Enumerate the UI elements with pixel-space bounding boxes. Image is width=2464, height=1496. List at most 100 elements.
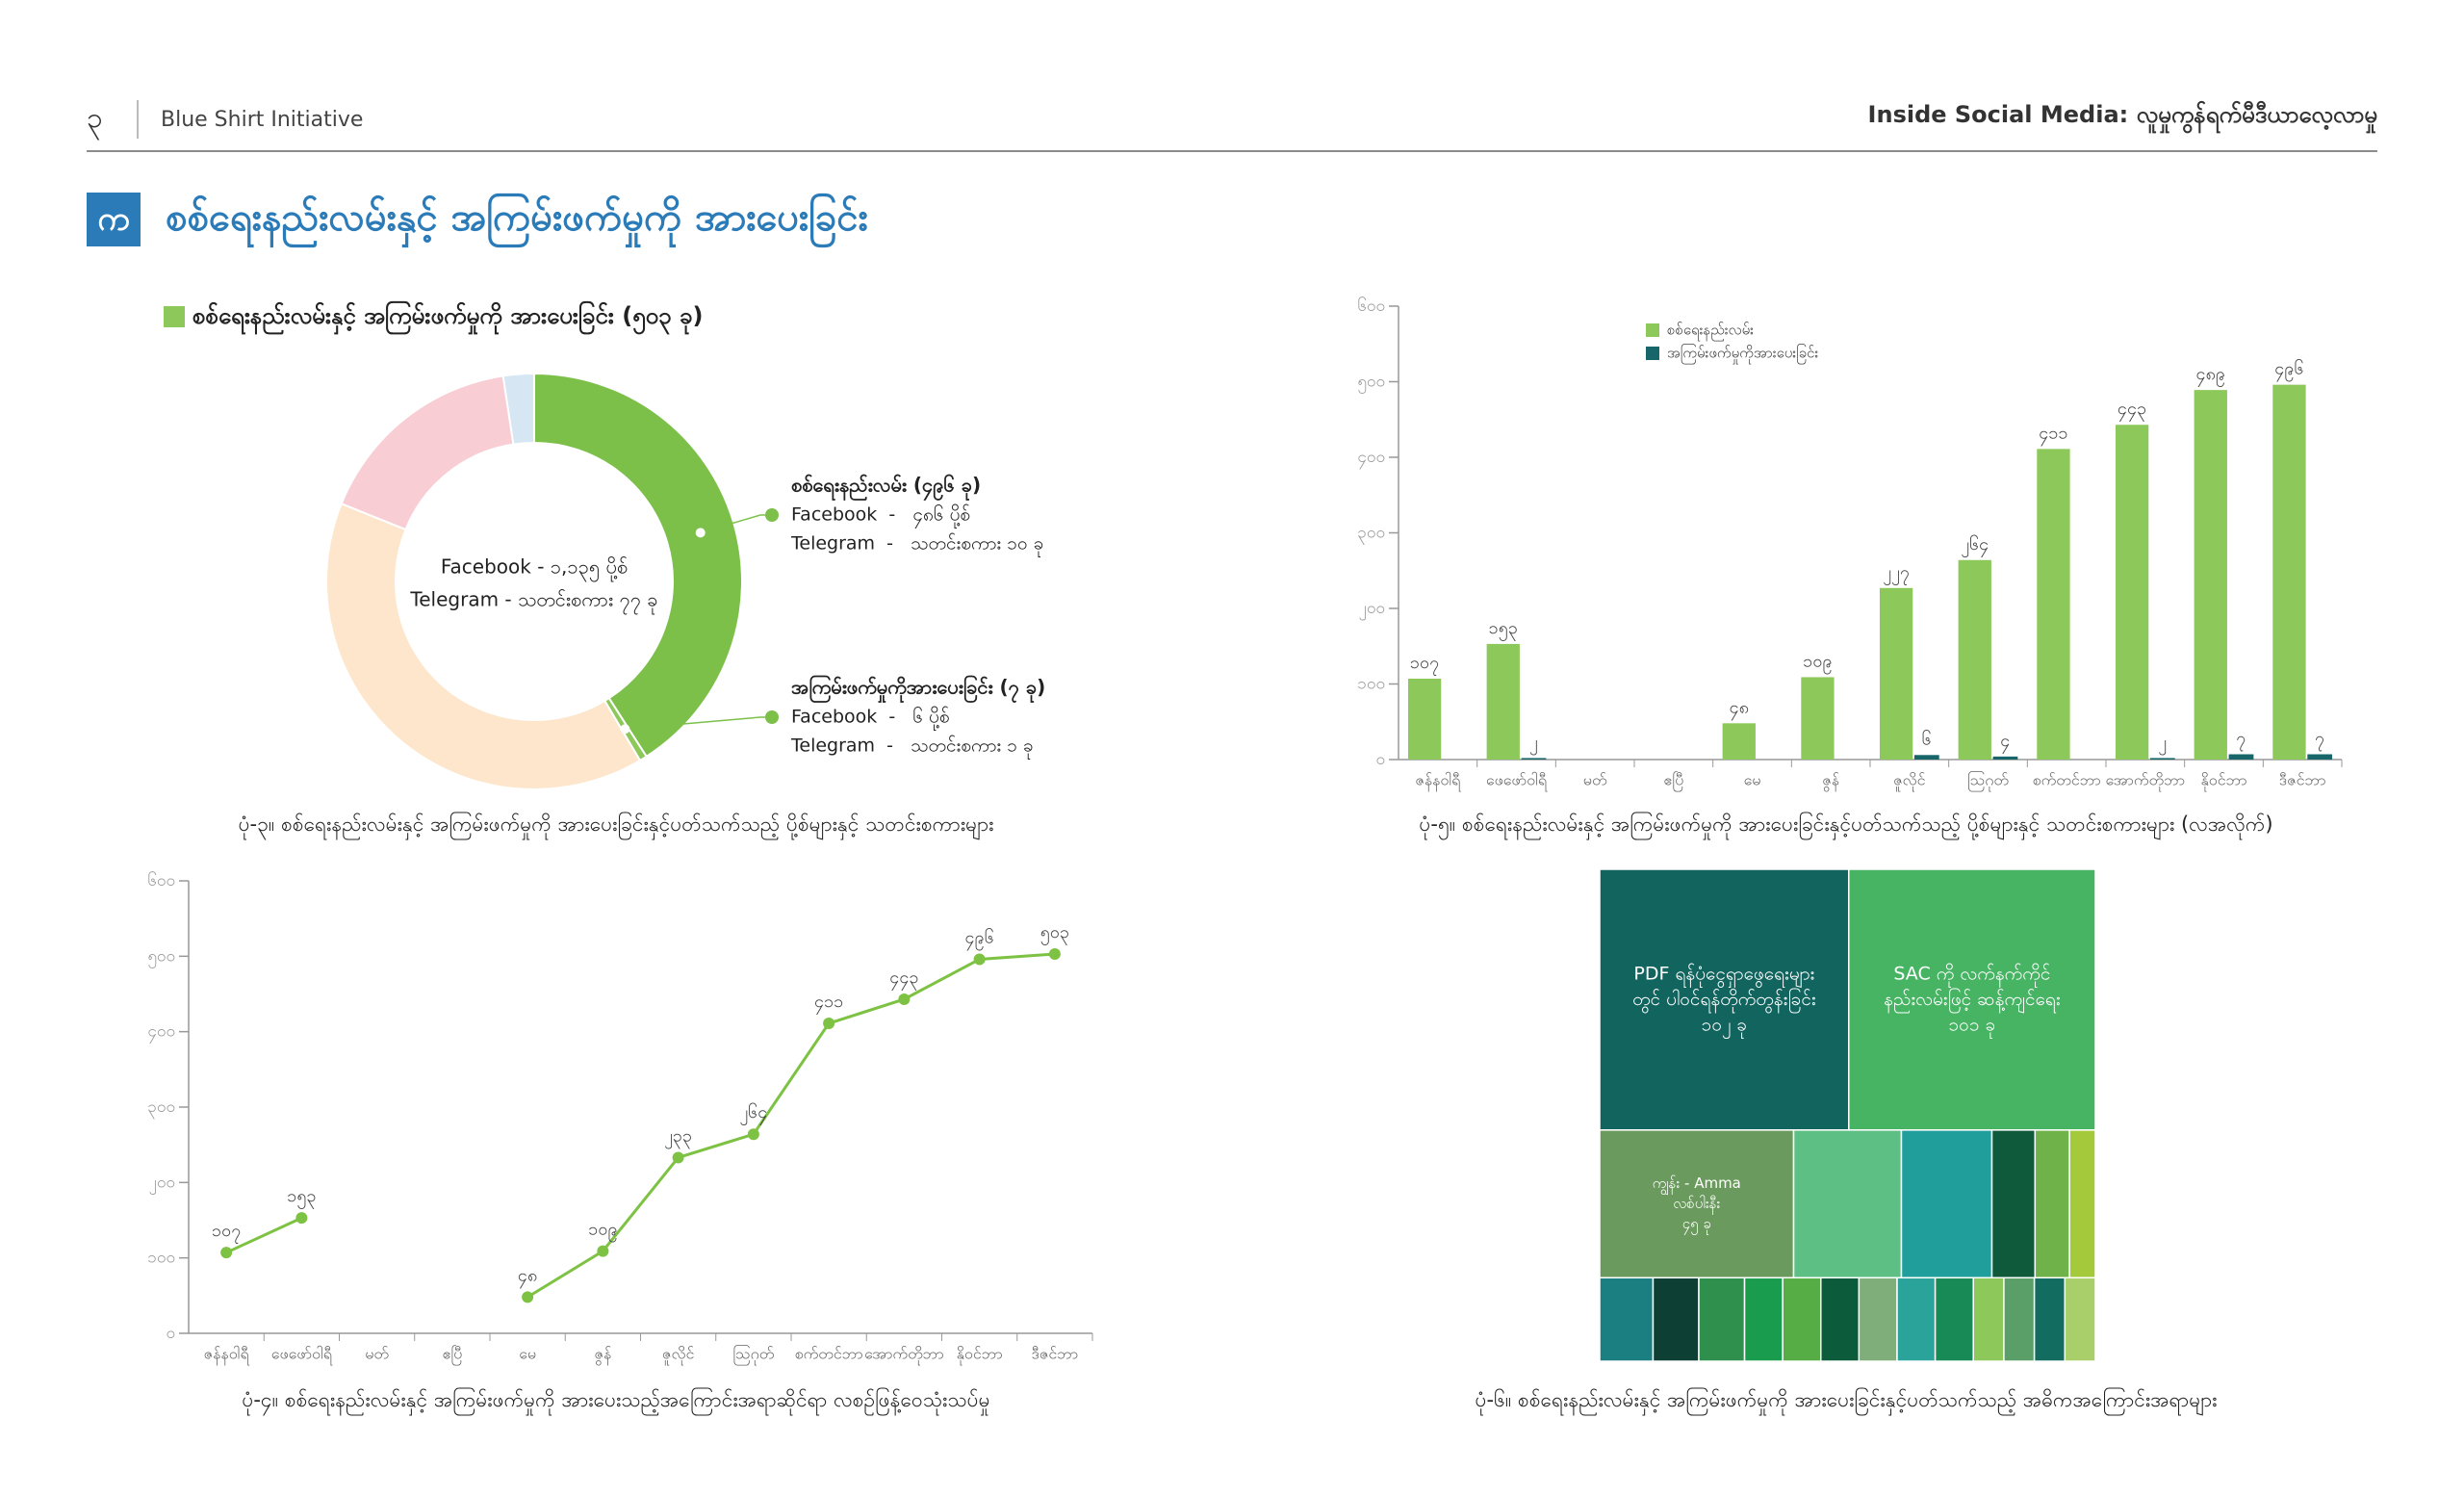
treemap-cell <box>2033 1277 2066 1362</box>
bar <box>1486 643 1520 760</box>
cell-value: ၁၀၁ ခု <box>1948 1015 1995 1040</box>
treemap-cell <box>1792 1129 1903 1279</box>
x-tick-label: မေ <box>1744 771 1761 789</box>
treemap-cell <box>1972 1277 2005 1362</box>
point <box>1048 947 1061 960</box>
cell-value: ၄၅ ခု <box>1682 1215 1711 1235</box>
annotation-line: Facebook - ၄၈၆ ပို့စ် <box>791 503 970 529</box>
treemap-cell <box>1934 1277 1974 1362</box>
bar <box>1879 587 1913 760</box>
treemap-cell <box>2034 1129 2070 1279</box>
point <box>823 1018 835 1030</box>
y-tick-label: ၀ <box>166 1324 175 1343</box>
x-tick-label: အောက်တိုဘာ <box>864 1345 944 1366</box>
x-tick-label: ဇွန် <box>1822 771 1839 792</box>
publisher: Blue Shirt Initiative <box>161 108 363 132</box>
y-tick-label: ၄၀၀ <box>147 1022 175 1045</box>
value-label: ၁၀၉ <box>1803 651 1832 674</box>
value-label: ၂၆၄ <box>739 1102 767 1125</box>
section-title: စစ်ရေးနည်းလမ်းနှင့် အကြမ်းဖက်မှုကို အားပ… <box>166 193 868 248</box>
value-label: ၄၄၃ <box>889 967 918 991</box>
x-tick-label: ဇူလိုင် <box>1893 771 1926 792</box>
value-label: ၂၃၃ <box>664 1125 692 1148</box>
x-tick-label: နိုဝင်ဘာ <box>2200 771 2246 792</box>
bar <box>2272 384 2306 760</box>
bar <box>2149 758 2175 760</box>
x-tick-label: စက်တင်ဘာ <box>795 1345 863 1363</box>
center-text: Telegram - သတင်းစကား ၇၇ ခု <box>409 588 657 615</box>
cell-label: SAC ကို လက်နက်ကိုင် <box>1893 962 2050 988</box>
x-tick-label: ဒီဇင်ဘာ <box>1032 1345 1079 1363</box>
value-label: ၁၀၇ <box>1410 653 1439 676</box>
y-tick-label: ၆၀၀ <box>147 870 175 890</box>
value-label: ၂ <box>2158 732 2167 755</box>
legend-swatch <box>1646 347 1659 360</box>
page-number: ၃ <box>87 102 103 142</box>
x-tick-label: ဧပြီ <box>442 1345 462 1366</box>
bar <box>2194 390 2227 760</box>
y-tick-label: ၁၀၀ <box>147 1249 175 1268</box>
donut-segment <box>325 502 642 790</box>
x-tick-label: ဖေဖော်ဝါရီ <box>1486 771 1549 792</box>
value-label: ၄၉၆ <box>964 927 993 950</box>
treemap-cell <box>1743 1277 1784 1362</box>
value-label: ၁၀၉ <box>588 1220 617 1243</box>
x-tick-label: နိုဝင်ဘာ <box>957 1345 1003 1366</box>
treemap-cell <box>2064 1277 2096 1362</box>
caption: ပုံ-၆။ စစ်ရေးနည်းလမ်းနှင့် အကြမ်းဖက်မှုက… <box>1476 1386 2218 1417</box>
annotation-title: စစ်ရေးနည်းလမ်း (၄၉၆ ခု) <box>791 474 981 502</box>
value-label: ၇ <box>2315 729 2324 752</box>
value-label: ၄ <box>2000 731 2010 754</box>
cell-label: တွင် ပါဝင်ရန်တိုက်တွန်းခြင်း <box>1632 987 1816 1014</box>
cell-value: ၁၀၂ ခု <box>1702 1015 1747 1040</box>
y-tick-label: ၀ <box>1375 750 1385 769</box>
point <box>522 1291 534 1303</box>
legend-label: အကြမ်းဖက်မှုကိုအားပေးခြင်း <box>1667 344 1818 365</box>
x-tick-label: ဩဂုတ် <box>1967 771 2009 792</box>
y-tick-label: ၂၀၀ <box>1359 599 1385 621</box>
y-tick-label: ၆၀၀ <box>1357 296 1385 316</box>
leader-dot <box>695 528 706 538</box>
y-tick-label: ၁၀၀ <box>1357 675 1385 694</box>
value-label: ၂၂၇ <box>1883 562 1910 585</box>
bar <box>1992 756 2018 760</box>
value-label: ၄၁၁ <box>814 992 843 1015</box>
value-label: ၅၀၃ <box>1040 922 1069 945</box>
x-tick-label: ဇန်နဝါရီ <box>204 1345 251 1366</box>
x-tick-label: ဩဂုတ် <box>732 1345 774 1366</box>
value-label: ၁၀၇ <box>212 1221 241 1244</box>
point <box>295 1212 308 1225</box>
line-series <box>225 1216 303 1254</box>
value-label: ၄၈ <box>1730 697 1749 720</box>
treemap-cell <box>1599 868 1850 1131</box>
x-tick-label: ဖေဖော်ဝါရီ <box>271 1345 334 1366</box>
treemap-cell <box>2068 1129 2096 1279</box>
bar <box>2228 754 2254 760</box>
bar <box>1407 679 1442 760</box>
point <box>973 953 986 966</box>
point <box>220 1247 233 1259</box>
bar <box>1722 723 1756 760</box>
legend-swatch <box>1646 323 1659 337</box>
cell-label: လစ်ပါးနီး <box>1673 1195 1720 1215</box>
donut-segment <box>501 372 535 446</box>
point <box>747 1128 759 1141</box>
y-tick-label: ၃၀၀ <box>1357 524 1385 546</box>
cell-label: ကျွန်း - Amma <box>1653 1174 1741 1196</box>
bar <box>2307 754 2333 760</box>
y-tick-label: ၄၀၀ <box>1357 448 1385 470</box>
y-tick-label: ၃၀၀ <box>147 1097 175 1120</box>
line-series <box>526 952 1055 1299</box>
x-tick-label: ဇန်နဝါရီ <box>1415 771 1462 792</box>
value-label: ၂ <box>1529 732 1538 755</box>
treemap-cell <box>1900 1129 1993 1279</box>
bar <box>2115 425 2149 760</box>
cell-label: နည်းလမ်းဖြင့် ဆန့်ကျင်ရေး <box>1884 987 2061 1014</box>
x-tick-label: ဧပြီ <box>1663 771 1683 792</box>
value-label: ၁၅၃ <box>287 1186 316 1209</box>
y-tick-label: ၅၀၀ <box>1357 373 1385 395</box>
treemap-cell <box>1896 1277 1937 1362</box>
bar <box>2037 449 2070 760</box>
point <box>597 1245 609 1257</box>
